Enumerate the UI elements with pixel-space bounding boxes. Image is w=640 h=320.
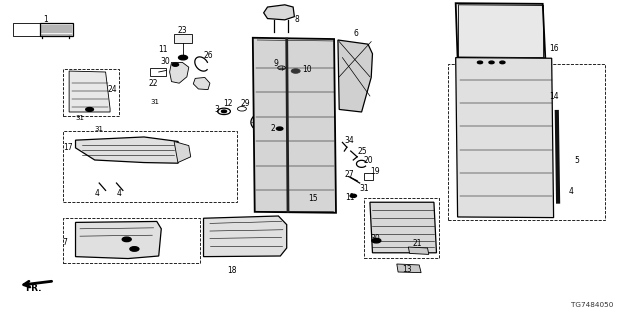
Text: TG7484050: TG7484050 [571, 302, 613, 308]
Circle shape [291, 69, 300, 73]
Polygon shape [456, 58, 554, 218]
Text: 26: 26 [204, 51, 213, 60]
Text: 4: 4 [568, 187, 573, 196]
Circle shape [500, 61, 505, 64]
Bar [63, 218, 200, 263]
Text: 15: 15 [308, 194, 318, 203]
Polygon shape [170, 62, 189, 83]
Text: 18: 18 [227, 266, 237, 275]
Bar [150, 68, 166, 76]
Text: 30: 30 [370, 234, 380, 243]
Text: 1: 1 [43, 15, 47, 24]
Circle shape [86, 108, 93, 111]
Text: 31: 31 [76, 116, 84, 121]
Polygon shape [370, 202, 436, 253]
Text: 31: 31 [360, 184, 369, 193]
Polygon shape [76, 221, 161, 259]
Text: 17: 17 [63, 143, 72, 152]
Text: 19: 19 [370, 167, 380, 176]
Polygon shape [397, 264, 421, 273]
Text: 14: 14 [549, 92, 559, 101]
Text: 12: 12 [223, 100, 232, 108]
Text: 31: 31 [150, 99, 159, 105]
Circle shape [172, 63, 179, 66]
Text: 16: 16 [549, 44, 559, 53]
Text: 6: 6 [353, 29, 358, 38]
Bar [448, 64, 605, 220]
Text: 31: 31 [95, 126, 104, 132]
Text: 10: 10 [302, 65, 312, 74]
Polygon shape [204, 216, 287, 257]
Text: 27: 27 [344, 170, 354, 179]
Polygon shape [76, 137, 182, 163]
Text: 2: 2 [270, 124, 275, 133]
Polygon shape [253, 38, 336, 213]
Polygon shape [69, 71, 110, 112]
Bar [40, 23, 73, 36]
Text: 8: 8 [294, 15, 299, 24]
Polygon shape [264, 5, 294, 20]
Text: 20: 20 [364, 156, 373, 165]
Text: 21: 21 [413, 239, 422, 248]
Text: 11: 11 [346, 193, 355, 202]
Text: 29: 29 [241, 100, 250, 108]
Text: 34: 34 [344, 136, 354, 145]
Polygon shape [338, 40, 372, 112]
Text: 9: 9 [274, 60, 279, 68]
Circle shape [372, 238, 381, 243]
Text: 30: 30 [160, 57, 170, 66]
Text: 25: 25 [357, 147, 367, 156]
Text: 4: 4 [116, 189, 122, 198]
Polygon shape [174, 141, 191, 163]
Polygon shape [193, 77, 210, 90]
Circle shape [179, 55, 188, 60]
Bar [63, 69, 119, 116]
Text: 23: 23 [178, 26, 188, 35]
Circle shape [477, 61, 483, 64]
Circle shape [122, 237, 131, 242]
Bar [364, 198, 439, 258]
Ellipse shape [251, 111, 284, 133]
Text: 13: 13 [402, 265, 412, 274]
Text: 7: 7 [63, 238, 68, 247]
Circle shape [276, 127, 283, 130]
Text: 5: 5 [575, 156, 580, 165]
Text: 4: 4 [95, 189, 100, 198]
Text: 3: 3 [214, 105, 220, 114]
Text: 11: 11 [158, 45, 168, 54]
Circle shape [350, 194, 356, 197]
Polygon shape [408, 247, 429, 254]
Circle shape [489, 61, 494, 64]
Circle shape [221, 110, 227, 113]
Polygon shape [456, 3, 545, 59]
Bar [364, 173, 373, 180]
Circle shape [130, 247, 139, 251]
Text: 24: 24 [108, 85, 117, 94]
Bar [63, 131, 237, 202]
Text: FR.: FR. [25, 284, 42, 293]
Text: 22: 22 [148, 79, 158, 88]
Bar [174, 34, 192, 43]
